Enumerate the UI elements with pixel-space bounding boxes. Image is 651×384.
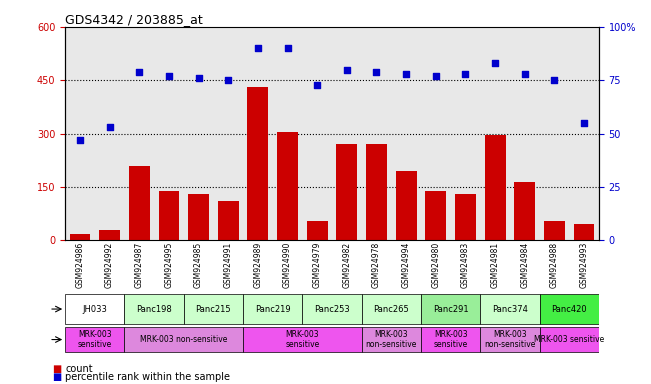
Bar — [544, 221, 565, 240]
Bar — [247, 88, 268, 240]
Point — [163, 73, 174, 79]
Text: Panc420: Panc420 — [551, 305, 587, 314]
Bar — [302, 294, 362, 324]
Point — [283, 45, 293, 51]
Point — [253, 45, 263, 51]
Text: GSM924986: GSM924986 — [76, 242, 85, 288]
Text: JH033: JH033 — [82, 305, 107, 314]
Text: ■: ■ — [52, 364, 61, 374]
Bar — [159, 190, 179, 240]
Text: MRK-003 non-sensitive: MRK-003 non-sensitive — [140, 335, 227, 344]
Text: MRK-003
non-sensitive: MRK-003 non-sensitive — [484, 330, 536, 349]
Text: Panc291: Panc291 — [433, 305, 469, 314]
Point — [371, 69, 381, 75]
Text: percentile rank within the sample: percentile rank within the sample — [65, 372, 230, 382]
Bar — [480, 294, 540, 324]
Text: GSM924979: GSM924979 — [312, 242, 322, 288]
Bar — [243, 327, 362, 352]
Bar — [574, 224, 594, 240]
Bar — [218, 201, 239, 240]
Point — [460, 71, 471, 77]
Text: GSM924981: GSM924981 — [491, 242, 499, 288]
Text: Panc198: Panc198 — [136, 305, 172, 314]
Bar — [129, 166, 150, 240]
Bar — [184, 294, 243, 324]
Text: GSM924982: GSM924982 — [342, 242, 352, 288]
Bar — [124, 327, 243, 352]
Text: GSM924993: GSM924993 — [579, 242, 589, 288]
Bar — [337, 144, 357, 240]
Text: MRK-003
sensitive: MRK-003 sensitive — [434, 330, 468, 349]
Point — [549, 77, 560, 83]
Text: GSM924978: GSM924978 — [372, 242, 381, 288]
Bar — [540, 327, 599, 352]
Text: Panc219: Panc219 — [255, 305, 290, 314]
Bar — [188, 194, 209, 240]
Text: MRK-003 sensitive: MRK-003 sensitive — [534, 335, 604, 344]
Text: ■: ■ — [52, 372, 61, 382]
Text: GSM924990: GSM924990 — [283, 242, 292, 288]
Bar — [99, 230, 120, 240]
Text: MRK-003
sensitive: MRK-003 sensitive — [285, 330, 320, 349]
Bar — [366, 144, 387, 240]
Text: GSM924988: GSM924988 — [550, 242, 559, 288]
Text: Panc215: Panc215 — [195, 305, 231, 314]
Text: Panc374: Panc374 — [492, 305, 528, 314]
Bar — [426, 190, 446, 240]
Point — [134, 69, 145, 75]
Bar — [480, 327, 540, 352]
Text: MRK-003
sensitive: MRK-003 sensitive — [77, 330, 112, 349]
Bar — [362, 327, 421, 352]
Point — [579, 120, 589, 126]
Text: GSM924994: GSM924994 — [402, 242, 411, 288]
Point — [490, 60, 501, 66]
Text: GSM924995: GSM924995 — [165, 242, 173, 288]
Text: GSM924989: GSM924989 — [253, 242, 262, 288]
Bar — [277, 132, 298, 240]
Point — [519, 71, 530, 77]
Bar — [421, 327, 480, 352]
Point — [401, 71, 411, 77]
Bar — [362, 294, 421, 324]
Text: count: count — [65, 364, 92, 374]
Point — [430, 73, 441, 79]
Bar — [455, 194, 476, 240]
Bar — [65, 327, 124, 352]
Bar — [243, 294, 302, 324]
Text: GSM924992: GSM924992 — [105, 242, 114, 288]
Text: GSM924985: GSM924985 — [194, 242, 203, 288]
Bar — [514, 182, 535, 240]
Bar — [70, 234, 90, 240]
Bar — [65, 294, 124, 324]
Point — [223, 77, 234, 83]
Text: GSM924980: GSM924980 — [432, 242, 440, 288]
Bar — [421, 294, 480, 324]
Text: MRK-003
non-sensitive: MRK-003 non-sensitive — [366, 330, 417, 349]
Point — [104, 124, 115, 130]
Point — [312, 81, 322, 88]
Text: GSM924983: GSM924983 — [461, 242, 470, 288]
Bar — [124, 294, 184, 324]
Bar — [396, 171, 417, 240]
Text: Panc265: Panc265 — [374, 305, 409, 314]
Point — [75, 137, 85, 143]
Bar — [485, 136, 506, 240]
Point — [342, 66, 352, 73]
Text: GDS4342 / 203885_at: GDS4342 / 203885_at — [65, 13, 203, 26]
Text: GSM924987: GSM924987 — [135, 242, 144, 288]
Text: Panc253: Panc253 — [314, 305, 350, 314]
Text: GSM924991: GSM924991 — [224, 242, 232, 288]
Text: GSM924984: GSM924984 — [520, 242, 529, 288]
Bar — [307, 221, 327, 240]
Bar — [540, 294, 599, 324]
Point — [193, 75, 204, 81]
